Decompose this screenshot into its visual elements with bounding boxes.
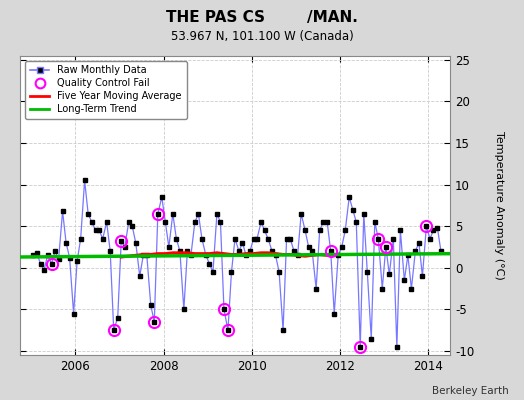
Y-axis label: Temperature Anomaly (°C): Temperature Anomaly (°C) bbox=[494, 131, 504, 280]
Text: THE PAS CS        /MAN.: THE PAS CS /MAN. bbox=[166, 10, 358, 25]
Legend: Raw Monthly Data, Quality Control Fail, Five Year Moving Average, Long-Term Tren: Raw Monthly Data, Quality Control Fail, … bbox=[25, 60, 187, 119]
Text: 53.967 N, 101.100 W (Canada): 53.967 N, 101.100 W (Canada) bbox=[171, 30, 353, 43]
Text: Berkeley Earth: Berkeley Earth bbox=[432, 386, 508, 396]
